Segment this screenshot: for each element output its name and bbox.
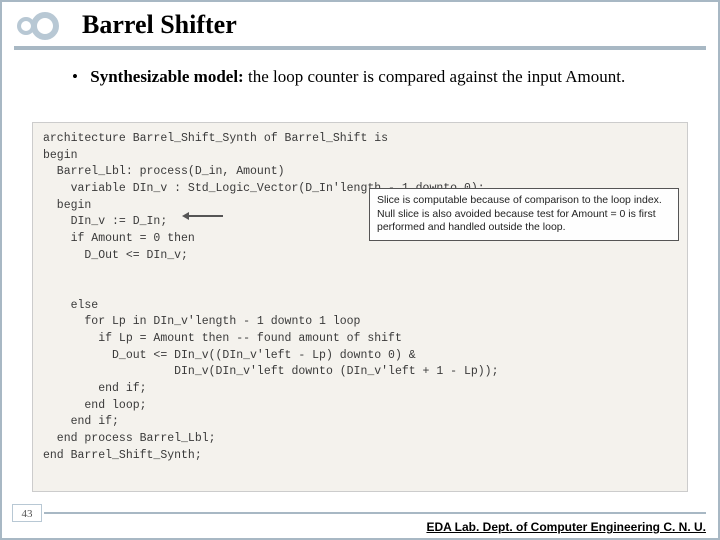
code-line: D_out <= DIn_v((DIn_v'left - Lp) downto …: [43, 348, 677, 365]
annotation-box: Slice is computable because of compariso…: [369, 188, 679, 241]
code-line: architecture Barrel_Shift_Synth of Barre…: [43, 131, 677, 148]
code-line: D_Out <= DIn_v;: [43, 248, 677, 265]
code-line: end Barrel_Shift_Synth;: [43, 448, 677, 465]
code-line: end loop;: [43, 398, 677, 415]
bullet-point: • Synthesizable model: the loop counter …: [72, 66, 688, 88]
title-rule: [14, 46, 706, 50]
bullet-rest: the loop counter is compared against the…: [244, 67, 625, 86]
code-block: architecture Barrel_Shift_Synth of Barre…: [32, 122, 688, 492]
code-line: [43, 264, 677, 281]
code-line: Barrel_Lbl: process(D_in, Amount): [43, 164, 677, 181]
code-line: else: [43, 298, 677, 315]
annotation-arrow: [188, 215, 223, 217]
code-line: DIn_v(DIn_v'left downto (DIn_v'left + 1 …: [43, 364, 677, 381]
ring-large: [31, 12, 59, 40]
code-line: begin: [43, 148, 677, 165]
footer-text: EDA Lab. Dept. of Computer Engineering C…: [426, 520, 706, 534]
code-line: end process Barrel_Lbl;: [43, 431, 677, 448]
slide-frame: Barrel Shifter • Synthesizable model: th…: [0, 0, 720, 540]
code-line: end if;: [43, 414, 677, 431]
code-line: for Lp in DIn_v'length - 1 downto 1 loop: [43, 314, 677, 331]
bullet-lead: Synthesizable model:: [90, 67, 243, 86]
slide-title: Barrel Shifter: [82, 10, 237, 40]
code-line: [43, 281, 677, 298]
bullet-marker: •: [72, 66, 86, 88]
page-number: 43: [12, 504, 42, 522]
code-line: if Lp = Amount then -- found amount of s…: [43, 331, 677, 348]
code-line: end if;: [43, 381, 677, 398]
decorative-rings: [17, 12, 59, 40]
footer-rule: [44, 512, 706, 514]
